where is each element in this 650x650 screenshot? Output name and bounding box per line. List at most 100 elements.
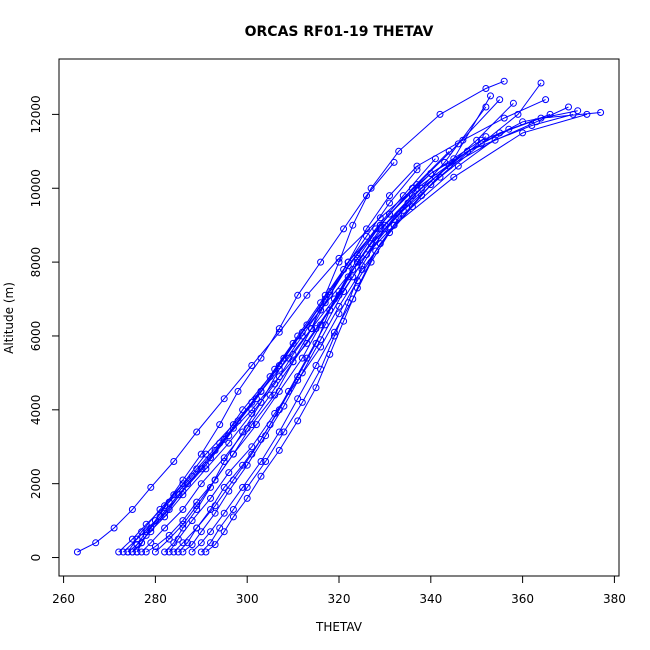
data-point bbox=[381, 225, 389, 233]
y-tick-label: 2000 bbox=[29, 468, 43, 499]
data-point bbox=[537, 79, 545, 87]
data-point bbox=[133, 548, 141, 556]
data-point bbox=[487, 92, 494, 100]
series-profile bbox=[138, 103, 572, 556]
data-point bbox=[207, 483, 214, 491]
data-point bbox=[165, 531, 173, 539]
data-point bbox=[184, 539, 191, 547]
data-point bbox=[326, 291, 334, 299]
plot-frame bbox=[58, 58, 620, 577]
data-point bbox=[248, 406, 256, 414]
data-point bbox=[220, 395, 228, 403]
data-point bbox=[454, 140, 462, 148]
data-point bbox=[239, 483, 247, 491]
y-tick-label: 6000 bbox=[29, 321, 43, 352]
data-point bbox=[138, 548, 146, 556]
y-tick-label: 4000 bbox=[29, 395, 43, 426]
y-tick-label: 10000 bbox=[29, 169, 43, 207]
x-tick-label: 380 bbox=[603, 592, 626, 606]
data-point bbox=[220, 458, 228, 465]
series-profile bbox=[202, 214, 403, 556]
data-point bbox=[395, 147, 403, 155]
series-profile bbox=[197, 110, 577, 556]
series-line bbox=[141, 106, 569, 553]
data-point bbox=[229, 424, 237, 432]
data-point bbox=[408, 184, 416, 192]
data-point bbox=[262, 458, 270, 465]
data-point bbox=[275, 365, 283, 373]
y-tick-label: 12000 bbox=[29, 95, 43, 133]
data-point bbox=[257, 354, 265, 362]
data-point bbox=[289, 358, 297, 366]
x-axis-label: THETAV bbox=[315, 620, 363, 634]
data-point bbox=[386, 199, 393, 207]
data-point bbox=[441, 158, 449, 166]
series-line bbox=[122, 113, 588, 553]
data-point bbox=[597, 109, 605, 116]
data-point bbox=[161, 509, 169, 517]
data-point bbox=[321, 299, 329, 307]
data-point bbox=[386, 210, 393, 218]
data-point bbox=[413, 181, 421, 189]
x-axis: 260 280 300 320 340 360 380 bbox=[52, 575, 626, 606]
data-point bbox=[225, 432, 233, 440]
data-point bbox=[542, 96, 550, 104]
data-point bbox=[326, 306, 334, 314]
series-line bbox=[168, 128, 510, 553]
data-point bbox=[211, 509, 219, 517]
data-point bbox=[243, 483, 251, 491]
data-point bbox=[294, 332, 302, 340]
series-line bbox=[164, 158, 436, 553]
data-point bbox=[193, 465, 201, 473]
data-point bbox=[92, 539, 100, 547]
data-point bbox=[454, 162, 462, 170]
data-point bbox=[147, 483, 155, 491]
data-point bbox=[161, 502, 169, 510]
data-point bbox=[280, 428, 288, 436]
data-point bbox=[161, 524, 169, 532]
data-point bbox=[363, 192, 370, 200]
data-point bbox=[275, 325, 283, 333]
x-tick-label: 320 bbox=[328, 592, 351, 606]
data-point bbox=[436, 173, 444, 181]
data-point bbox=[509, 99, 517, 107]
y-tick-label: 8000 bbox=[29, 247, 43, 278]
data-point bbox=[372, 236, 380, 244]
data-point bbox=[386, 192, 393, 200]
data-point bbox=[225, 439, 233, 447]
data-point bbox=[179, 548, 187, 556]
data-point bbox=[128, 535, 136, 543]
data-point bbox=[431, 155, 439, 163]
data-point bbox=[326, 350, 334, 358]
data-point bbox=[386, 229, 393, 237]
data-point bbox=[197, 480, 205, 488]
data-point bbox=[482, 85, 490, 92]
data-point bbox=[390, 158, 398, 166]
data-point bbox=[179, 524, 187, 532]
data-point bbox=[229, 513, 237, 521]
data-point bbox=[174, 548, 182, 556]
data-point bbox=[427, 181, 435, 189]
data-point bbox=[211, 541, 219, 549]
data-point bbox=[133, 541, 141, 549]
data-point bbox=[170, 539, 178, 547]
data-point bbox=[243, 461, 251, 469]
data-point bbox=[450, 173, 458, 181]
data-point bbox=[174, 491, 182, 499]
data-point bbox=[312, 339, 320, 347]
data-point bbox=[211, 476, 219, 484]
data-point bbox=[418, 192, 426, 200]
data-point bbox=[312, 384, 320, 392]
data-point bbox=[202, 461, 210, 469]
data-point bbox=[207, 539, 214, 547]
data-point bbox=[349, 295, 357, 303]
data-point bbox=[179, 539, 187, 547]
series-line bbox=[145, 150, 450, 553]
data-point bbox=[229, 450, 237, 458]
data-point bbox=[514, 110, 522, 118]
data-point bbox=[197, 465, 205, 473]
data-point bbox=[197, 450, 205, 458]
data-point bbox=[464, 147, 471, 155]
x-tick-label: 340 bbox=[419, 592, 442, 606]
